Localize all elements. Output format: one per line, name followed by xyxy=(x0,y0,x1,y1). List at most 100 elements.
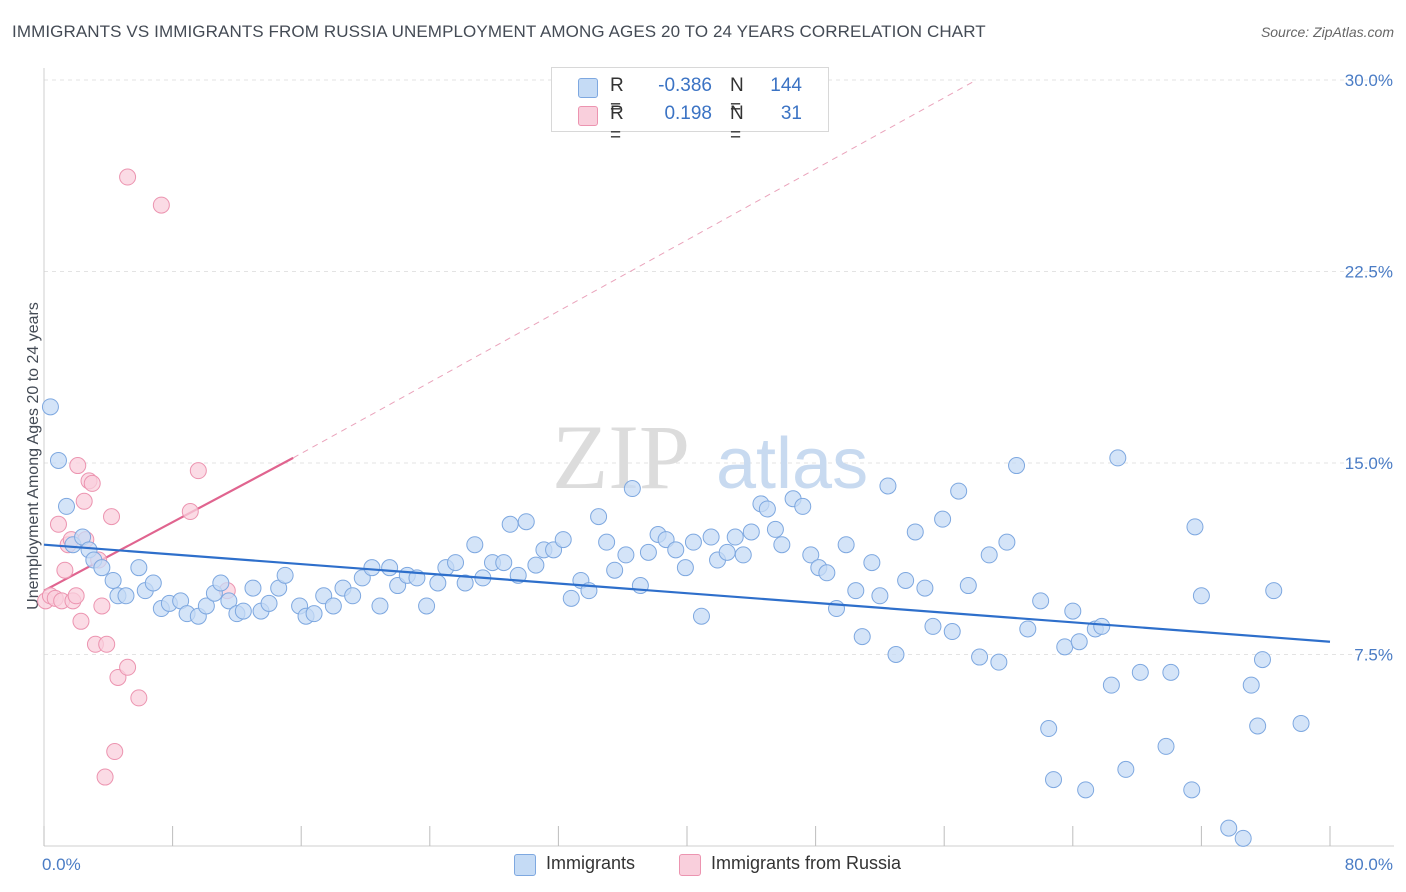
point-immigrants xyxy=(1077,781,1095,799)
point-immigrants xyxy=(1220,819,1238,837)
trend-line-russia xyxy=(43,456,294,592)
point-immigrants xyxy=(998,533,1016,551)
point-immigrants xyxy=(934,510,952,528)
trend-line-immigrants xyxy=(43,543,1331,643)
point-immigrants xyxy=(758,500,776,518)
point-immigrants xyxy=(980,546,998,564)
point-immigrants xyxy=(684,533,702,551)
y-tick-label: 15.0% xyxy=(1345,454,1393,473)
point-immigrants xyxy=(93,559,111,577)
legend-r-value: 0.198 xyxy=(664,103,712,124)
point-immigrants xyxy=(1234,829,1252,847)
point-immigrants xyxy=(1093,617,1111,635)
point-russia xyxy=(130,689,148,707)
point-immigrants xyxy=(863,554,881,572)
point-immigrants xyxy=(1045,771,1063,789)
point-immigrants xyxy=(617,546,635,564)
point-immigrants xyxy=(1183,781,1201,799)
point-immigrants xyxy=(41,398,59,416)
point-russia xyxy=(69,457,87,475)
point-immigrants xyxy=(1265,582,1283,600)
point-immigrants xyxy=(58,497,76,515)
correlation-legend: R = -0.386 N = 144 R = 0.198 N = 31 xyxy=(551,67,829,146)
point-russia xyxy=(152,196,170,214)
point-immigrants xyxy=(1109,449,1127,467)
legend-n-value: 144 xyxy=(770,75,802,96)
point-immigrants xyxy=(598,533,616,551)
legend-n-value: 31 xyxy=(780,103,802,124)
x-tick-label: 80.0% xyxy=(1345,855,1393,874)
point-immigrants xyxy=(1064,602,1082,620)
point-immigrants xyxy=(1186,518,1204,536)
point-russia xyxy=(75,492,93,510)
point-immigrants xyxy=(429,574,447,592)
point-russia xyxy=(83,474,101,492)
point-immigrants xyxy=(456,574,474,592)
point-immigrants xyxy=(495,554,513,572)
point-immigrants xyxy=(276,566,294,584)
point-russia xyxy=(72,612,90,630)
point-immigrants xyxy=(802,546,820,564)
point-russia xyxy=(119,658,137,676)
trend-line-immigrants xyxy=(43,543,1331,643)
point-immigrants xyxy=(959,577,977,595)
point-immigrants xyxy=(837,536,855,554)
point-immigrants xyxy=(1040,720,1058,738)
point-immigrants xyxy=(49,451,67,469)
point-immigrants xyxy=(950,482,968,500)
point-russia xyxy=(96,768,114,786)
point-immigrants xyxy=(916,579,934,597)
point-immigrants xyxy=(1249,717,1267,735)
point-immigrants xyxy=(363,559,381,577)
point-immigrants xyxy=(501,515,519,533)
watermark: ZIP atlas xyxy=(552,406,868,508)
trend-line-russia-extension xyxy=(292,79,977,459)
point-immigrants xyxy=(1032,592,1050,610)
point-immigrants xyxy=(527,556,545,574)
point-immigrants xyxy=(1242,676,1260,694)
chart-title: IMMIGRANTS VS IMMIGRANTS FROM RUSSIA UNE… xyxy=(12,22,986,41)
points-immigrants xyxy=(41,398,1310,847)
point-russia xyxy=(49,515,67,533)
point-immigrants xyxy=(554,531,572,549)
point-immigrants xyxy=(1253,651,1271,669)
legend-r-value: -0.386 xyxy=(658,75,712,96)
point-immigrants xyxy=(562,589,580,607)
point-russia xyxy=(93,597,111,615)
point-russia xyxy=(98,635,116,653)
x-tick-label: 0.0% xyxy=(42,855,81,874)
point-immigrants xyxy=(590,508,608,526)
point-immigrants xyxy=(702,528,720,546)
point-immigrants xyxy=(418,597,436,615)
point-immigrants xyxy=(794,497,812,515)
legend-swatch-immigrants xyxy=(514,854,536,876)
point-immigrants xyxy=(381,559,399,577)
point-immigrants xyxy=(667,541,685,559)
point-immigrants xyxy=(623,480,641,498)
point-immigrants xyxy=(734,546,752,564)
point-russia xyxy=(56,561,74,579)
point-immigrants xyxy=(871,587,889,605)
axes xyxy=(43,68,1394,847)
point-immigrants xyxy=(305,605,323,623)
y-tick-labels: 7.5% 15.0% 22.5% 30.0% xyxy=(1345,71,1393,665)
point-immigrants xyxy=(1192,587,1210,605)
x-tick-labels: 0.0% 80.0% xyxy=(42,855,1393,874)
legend-swatch-immigrants xyxy=(578,78,598,98)
point-immigrants xyxy=(344,587,362,605)
point-immigrants xyxy=(371,597,389,615)
point-immigrants xyxy=(1117,760,1135,778)
point-immigrants xyxy=(260,594,278,612)
point-immigrants xyxy=(1162,663,1180,681)
point-immigrants xyxy=(971,648,989,666)
point-russia xyxy=(103,508,121,526)
y-tick-label: 30.0% xyxy=(1345,71,1393,90)
point-immigrants xyxy=(847,582,865,600)
legend-swatch-russia xyxy=(679,854,701,876)
legend-label-russia: Immigrants from Russia xyxy=(711,853,902,873)
point-immigrants xyxy=(773,536,791,554)
point-immigrants xyxy=(447,554,465,572)
point-immigrants xyxy=(606,561,624,579)
series-legend: Immigrants Immigrants from Russia xyxy=(0,852,1406,878)
